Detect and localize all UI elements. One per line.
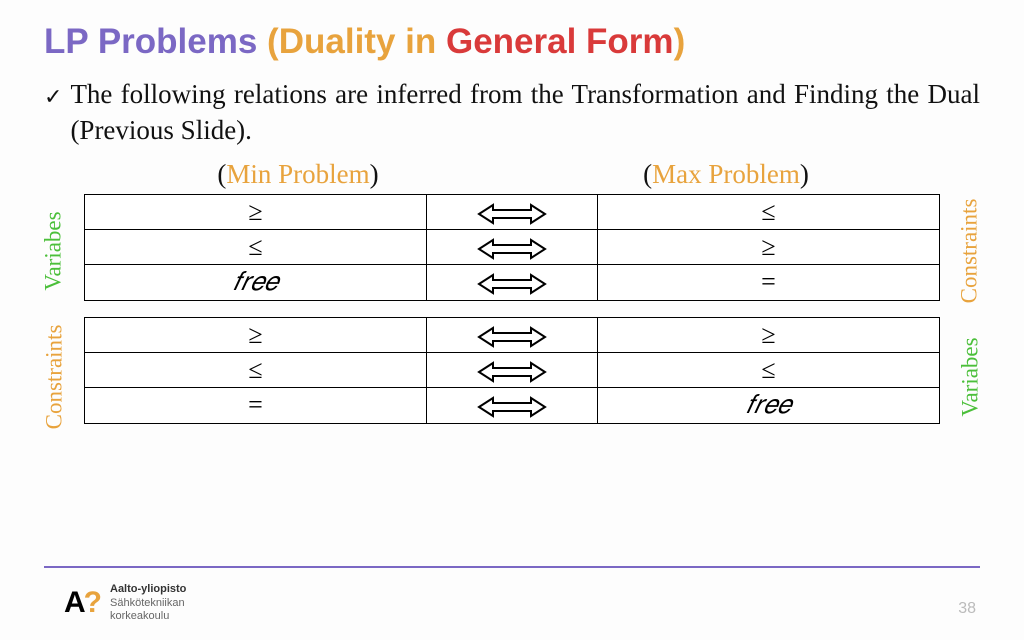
table-row: ≤ ≤ <box>85 352 940 387</box>
double-arrow-icon <box>477 203 547 225</box>
bullet-row: ✓ The following relations are inferred f… <box>44 76 980 149</box>
side-label-left-bottom: Constraints <box>41 324 67 429</box>
logo-a: A <box>64 586 84 619</box>
double-arrow-icon <box>477 326 547 348</box>
title-paren-close: ) <box>674 22 686 61</box>
title-space <box>436 22 446 61</box>
cell-right: ≥ <box>598 317 940 352</box>
heading-max-label: Max Problem <box>652 159 800 189</box>
heading-min: (Min Problem) <box>84 159 512 190</box>
bullet-text: The following relations are inferred fro… <box>70 76 980 149</box>
arrow-cell <box>427 229 598 264</box>
arrow-cell <box>427 317 598 352</box>
double-arrow-icon <box>477 238 547 260</box>
check-icon: ✓ <box>44 82 62 112</box>
heading-min-label: Min Problem <box>226 159 369 189</box>
arrow-cell <box>427 387 598 423</box>
side-label-right-top: Constraints <box>957 198 983 303</box>
column-headings: (Min Problem) (Max Problem) <box>84 159 940 190</box>
table-row: = 𝑓𝑟𝑒𝑒 <box>85 387 940 423</box>
cell-right: ≤ <box>598 352 940 387</box>
logo-line3: korkeakoulu <box>110 610 186 624</box>
arrow-cell <box>427 352 598 387</box>
cell-left: ≥ <box>85 194 427 229</box>
duality-table-1: ≥ ≤ ≤ ≥ 𝑓𝑟𝑒𝑒 = <box>84 194 940 301</box>
logo-text: Aalto-yliopisto Sähkötekniikan korkeakou… <box>110 583 186 624</box>
cell-left: 𝑓𝑟𝑒𝑒 <box>85 264 427 300</box>
cell-right: 𝑓𝑟𝑒𝑒 <box>598 387 940 423</box>
cell-left: ≤ <box>85 229 427 264</box>
tables-zone: Variabes Constraints Constraints Variabe… <box>44 194 980 424</box>
footer-divider <box>44 566 980 568</box>
logo-q: ? <box>84 586 100 619</box>
double-arrow-icon <box>477 361 547 383</box>
title-paren-open: ( <box>257 22 278 61</box>
logo-line1: Aalto-yliopisto <box>110 583 186 597</box>
table-row: 𝑓𝑟𝑒𝑒 = <box>85 264 940 300</box>
page-number: 38 <box>958 600 976 618</box>
side-label-left-top: Variabes <box>41 211 67 290</box>
table-row: ≥ ≥ <box>85 317 940 352</box>
cell-left: ≤ <box>85 352 427 387</box>
title-part2: Duality in <box>279 22 437 61</box>
cell-left: ≥ <box>85 317 427 352</box>
heading-max: (Max Problem) <box>512 159 940 190</box>
table-row: ≤ ≥ <box>85 229 940 264</box>
table-row: ≥ ≤ <box>85 194 940 229</box>
logo-mark: A? <box>64 586 100 620</box>
slide-title: LP Problems (Duality in General Form) <box>44 22 980 62</box>
duality-table-2: ≥ ≥ ≤ ≤ = 𝑓𝑟𝑒𝑒 <box>84 317 940 424</box>
title-part1: LP Problems <box>44 22 257 61</box>
double-arrow-icon <box>477 396 547 418</box>
arrow-cell <box>427 264 598 300</box>
double-arrow-icon <box>477 273 547 295</box>
side-label-right-bottom: Variabes <box>957 337 983 416</box>
logo-block: A? Aalto-yliopisto Sähkötekniikan korkea… <box>64 583 186 624</box>
cell-left: = <box>85 387 427 423</box>
cell-right: = <box>598 264 940 300</box>
cell-right: ≥ <box>598 229 940 264</box>
title-part3: General Form <box>446 22 674 61</box>
cell-right: ≤ <box>598 194 940 229</box>
arrow-cell <box>427 194 598 229</box>
logo-line2: Sähkötekniikan <box>110 597 186 611</box>
